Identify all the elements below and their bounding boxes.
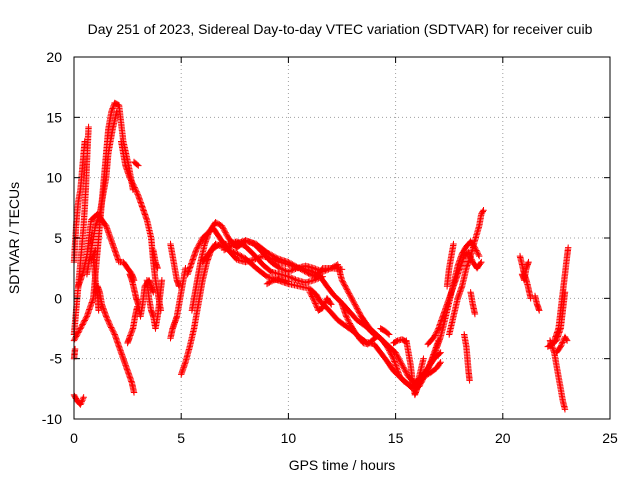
x-tick-label: 15 [388,430,404,446]
series-arc-14 [130,158,142,169]
data-point-marker [443,240,457,290]
x-axis-label: GPS time / hours [289,457,396,473]
data-point-marker [75,210,138,290]
chart-title: Day 251 of 2023, Sidereal Day-to-day VTE… [88,21,593,37]
series-arc-37 [518,258,532,284]
series-arc-42 [553,333,571,356]
series-arc-29 [390,336,410,347]
x-tick-label: 25 [602,430,618,446]
series-arc-31 [424,249,485,348]
x-tick-label: 0 [70,430,78,446]
series-arc-23 [220,237,346,280]
series-arc-25 [306,289,335,314]
y-tick-label: 20 [46,49,62,65]
series-arc-24 [263,275,292,288]
x-tick-label: 10 [281,430,297,446]
y-tick-label: -5 [50,351,63,367]
data-point-marker [338,301,380,348]
y-tick-label: 0 [54,290,62,306]
x-tick-label: 20 [495,430,511,446]
series-arc-34 [461,331,473,384]
data-point-marker [551,244,572,344]
axis-ticks: 0 5 10 15 20 25 -10 -5 0 5 10 15 20 [42,49,618,446]
data-point-marker [130,158,142,169]
series-arc-10 [88,246,99,263]
data-point-marker [150,246,161,272]
y-axis-label: SDTVAR / TECUs [6,182,22,294]
data-point-marker [467,289,479,318]
data-point-marker [263,275,292,288]
data-point-marker [446,207,487,338]
data-point-marker [88,246,99,263]
data-point-marker [553,333,571,356]
series-arc-41 [551,244,572,344]
data-point-marker [518,258,532,284]
series-arc-13 [124,303,141,347]
y-tick-label: 15 [46,109,62,125]
data-point-marker [124,303,141,347]
series-arc-18 [167,264,189,342]
series-arc-16 [150,246,161,272]
data-point-marker [461,331,473,384]
data-points [70,99,572,413]
data-point-marker [424,249,485,348]
series-arc-35 [467,289,479,318]
grid [74,57,610,419]
data-point-marker [167,240,183,290]
data-point-marker [531,292,543,314]
y-tick-label: 5 [54,230,62,246]
y-tick-label: -10 [42,411,62,427]
series-arc-32 [446,207,487,338]
data-point-marker [390,336,410,347]
data-point-marker [220,237,346,280]
series-arc-33 [443,240,457,290]
data-point-marker [306,289,335,314]
data-point-marker [167,264,189,342]
y-tick-label: 10 [46,170,62,186]
series-arc-17 [167,240,183,290]
series-arc-27 [377,325,393,338]
data-point-marker [143,277,166,332]
series-arc-15 [143,277,166,332]
series-arc-06 [75,210,138,290]
data-point-marker [377,325,393,338]
series-arc-38 [531,292,543,314]
x-tick-label: 5 [177,430,185,446]
series-arc-26 [338,301,380,348]
